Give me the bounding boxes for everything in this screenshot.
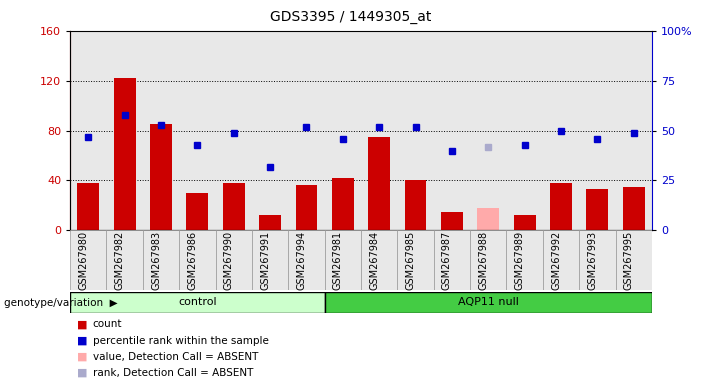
FancyBboxPatch shape bbox=[579, 230, 615, 290]
Text: GSM267980: GSM267980 bbox=[79, 230, 88, 290]
Text: ■: ■ bbox=[77, 336, 88, 346]
FancyBboxPatch shape bbox=[179, 230, 216, 290]
Text: GSM267994: GSM267994 bbox=[297, 230, 306, 290]
Text: GSM267986: GSM267986 bbox=[187, 230, 198, 290]
Text: percentile rank within the sample: percentile rank within the sample bbox=[93, 336, 268, 346]
Text: value, Detection Call = ABSENT: value, Detection Call = ABSENT bbox=[93, 352, 258, 362]
FancyBboxPatch shape bbox=[252, 230, 288, 290]
Bar bbox=[441, 212, 463, 230]
FancyBboxPatch shape bbox=[143, 230, 179, 290]
Text: control: control bbox=[178, 297, 217, 308]
Text: GSM267984: GSM267984 bbox=[369, 230, 379, 290]
Text: GDS3395 / 1449305_at: GDS3395 / 1449305_at bbox=[270, 10, 431, 23]
Text: genotype/variation  ▶: genotype/variation ▶ bbox=[4, 298, 117, 308]
FancyBboxPatch shape bbox=[107, 230, 143, 290]
Text: GSM267993: GSM267993 bbox=[587, 230, 597, 290]
Text: GSM267987: GSM267987 bbox=[442, 230, 452, 290]
Bar bbox=[77, 183, 100, 230]
Bar bbox=[114, 78, 135, 230]
FancyBboxPatch shape bbox=[216, 230, 252, 290]
Text: GSM267992: GSM267992 bbox=[551, 230, 561, 290]
FancyBboxPatch shape bbox=[325, 230, 361, 290]
Bar bbox=[332, 178, 354, 230]
FancyBboxPatch shape bbox=[434, 230, 470, 290]
Text: GSM267991: GSM267991 bbox=[260, 230, 270, 290]
Bar bbox=[514, 215, 536, 230]
Text: ■: ■ bbox=[77, 352, 88, 362]
FancyBboxPatch shape bbox=[397, 230, 434, 290]
Text: GSM267989: GSM267989 bbox=[515, 230, 524, 290]
FancyBboxPatch shape bbox=[615, 230, 652, 290]
FancyBboxPatch shape bbox=[325, 292, 652, 313]
FancyBboxPatch shape bbox=[70, 292, 325, 313]
Bar bbox=[296, 185, 318, 230]
Text: GSM267985: GSM267985 bbox=[406, 230, 416, 290]
Text: GSM267983: GSM267983 bbox=[151, 230, 161, 290]
Bar bbox=[259, 215, 281, 230]
Text: GSM267981: GSM267981 bbox=[333, 230, 343, 290]
Text: AQP11 null: AQP11 null bbox=[458, 297, 519, 308]
Text: GSM267995: GSM267995 bbox=[624, 230, 634, 290]
Bar bbox=[223, 183, 245, 230]
Text: GSM267990: GSM267990 bbox=[224, 230, 233, 290]
Bar bbox=[404, 180, 426, 230]
FancyBboxPatch shape bbox=[470, 230, 506, 290]
Text: ■: ■ bbox=[77, 319, 88, 329]
FancyBboxPatch shape bbox=[506, 230, 543, 290]
FancyBboxPatch shape bbox=[70, 230, 107, 290]
Bar bbox=[368, 137, 390, 230]
Text: GSM267982: GSM267982 bbox=[115, 230, 125, 290]
FancyBboxPatch shape bbox=[288, 230, 325, 290]
FancyBboxPatch shape bbox=[361, 230, 397, 290]
Bar bbox=[186, 193, 208, 230]
Text: rank, Detection Call = ABSENT: rank, Detection Call = ABSENT bbox=[93, 368, 253, 378]
Text: GSM267988: GSM267988 bbox=[478, 230, 489, 290]
Text: count: count bbox=[93, 319, 122, 329]
Bar bbox=[550, 183, 572, 230]
Bar bbox=[622, 187, 645, 230]
Bar bbox=[150, 124, 172, 230]
FancyBboxPatch shape bbox=[543, 230, 579, 290]
Text: ■: ■ bbox=[77, 368, 88, 378]
Bar bbox=[587, 189, 608, 230]
Bar bbox=[477, 208, 499, 230]
